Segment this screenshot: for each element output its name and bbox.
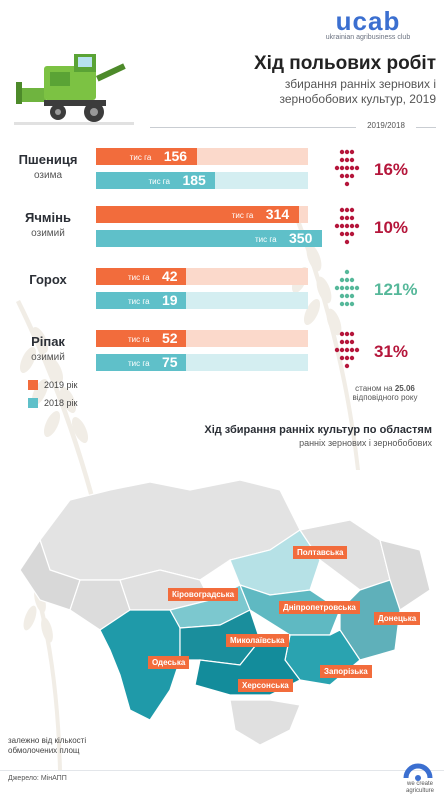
header-divider (150, 127, 436, 128)
ucab-logo: ucab ukrainian agribusiness club (300, 6, 436, 42)
harvester-icon (14, 54, 134, 125)
bar-value-3-0: 52 (162, 330, 178, 346)
region-label-poltava: Полтавська (293, 546, 348, 559)
bar-3-0 (96, 330, 186, 347)
page-subtitle: збирання ранніх зернових і зернобобових … (180, 77, 437, 107)
bar-value-0-1: 185 (182, 172, 206, 188)
region-label-donetsk: Донецька (374, 612, 421, 625)
crop-bar-chart: Пшениця озима 156 тис га 185 тис га 16% Ячмінь о… (0, 140, 444, 380)
asof-prefix: станом на (355, 384, 395, 393)
logo-text: ucab (335, 6, 401, 36)
subtitle-line-2: зернобобових культур, 2019 (279, 92, 437, 106)
bar-1-1 (96, 230, 322, 247)
bar-value-2-0: 42 (162, 268, 178, 284)
bar-0-1 (96, 172, 216, 189)
crop-name-2: Горох (29, 272, 67, 287)
change-arrow-down-icon (334, 149, 360, 187)
ucab-mark-icon (403, 763, 433, 781)
footer-divider (0, 770, 444, 771)
map-subtitle: ранніх зернових і зернобобових (299, 438, 432, 448)
slogan-line-2: agriculture (405, 788, 434, 794)
asof-line-2: відповідного року (352, 393, 418, 402)
bar-unit-1-1: тис га (255, 235, 277, 244)
bar-value-2-1: 19 (162, 292, 178, 308)
bar-unit-0-0: тис га (129, 153, 152, 162)
source-note: Джерело: МінАПП (8, 775, 67, 782)
bar-value-0-0: 156 (163, 148, 188, 164)
crop-subtitle-0: озима (33, 170, 63, 181)
footer-slogan: we create agriculture (398, 781, 442, 795)
legend-swatch-2019 (28, 380, 38, 390)
asof-date: 25.06 (394, 384, 415, 393)
crop-name-3: Ріпак (31, 334, 65, 349)
bar-2-0 (96, 268, 186, 285)
subtitle-line-1: збирання ранніх зернових і (284, 77, 436, 91)
page-title: Хід польових робіт (254, 53, 436, 74)
crop-subtitle-1: озимий (31, 228, 65, 239)
bar-unit-3-0: тис га (128, 335, 150, 344)
map-legend-note: залежно від кількості обмолочених площ (8, 736, 128, 756)
ukraine-map (19, 479, 431, 746)
map-title: Хід збирання ранніх культур по областям (204, 424, 432, 436)
crop-subtitle-3: озимий (31, 352, 65, 363)
bar-value-1-1: 350 (289, 230, 313, 246)
region-label-dnipropetrovsk: Дніпропетровська (279, 601, 360, 614)
region-label-odesa: Одеська (148, 656, 190, 669)
crop-name-1: Ячмінь (25, 210, 71, 225)
bar-3-1 (96, 354, 186, 371)
legend-label-2018: 2018 рік (44, 398, 78, 408)
change-value-2: 121% (374, 280, 418, 299)
bar-unit-3-1: тис га (128, 359, 150, 368)
crop-name-0: Пшениця (18, 152, 78, 167)
region-label-zaporizhzhia: Запорізька (320, 665, 372, 678)
change-value-1: 10% (374, 218, 409, 237)
change-value-0: 16% (374, 160, 409, 179)
change-arrow-up-icon (334, 269, 360, 307)
bar-unit-2-1: тис га (128, 297, 150, 306)
change-value-3: 31% (374, 342, 409, 361)
slogan-line-1: we create (406, 781, 433, 787)
region-label-mykolaiv: Миколаївська (226, 634, 289, 647)
change-arrow-down-icon (334, 331, 360, 369)
bar-value-1-0: 314 (265, 206, 290, 222)
bar-0-0 (96, 148, 197, 165)
bar-unit-0-1: тис га (148, 177, 170, 186)
change-arrow-down-icon (334, 207, 360, 245)
asof-line-1: станом на 25.06 (330, 384, 440, 393)
bar-1-0 (96, 206, 299, 223)
bar-unit-2-0: тис га (128, 273, 150, 282)
map-legend-line-2: обмолочених площ (8, 746, 80, 755)
bar-unit-1-0: тис га (231, 211, 254, 220)
bar-value-3-1: 75 (162, 354, 178, 370)
bar-2-1 (96, 292, 186, 309)
legend-label-2019: 2019 рік (44, 380, 78, 390)
logo-tagline: ukrainian agribusiness club (325, 34, 411, 41)
legend-swatch-2018 (28, 398, 38, 408)
region-label-kherson: Херсонська (238, 679, 293, 692)
period-label: 2019/2018 (356, 121, 416, 130)
region-label-kirovohrad: Кіровоградська (168, 588, 239, 601)
map-legend-line-1: залежно від кількості (8, 736, 87, 745)
asof-note: станом на 25.06 відповідного року (330, 384, 440, 402)
